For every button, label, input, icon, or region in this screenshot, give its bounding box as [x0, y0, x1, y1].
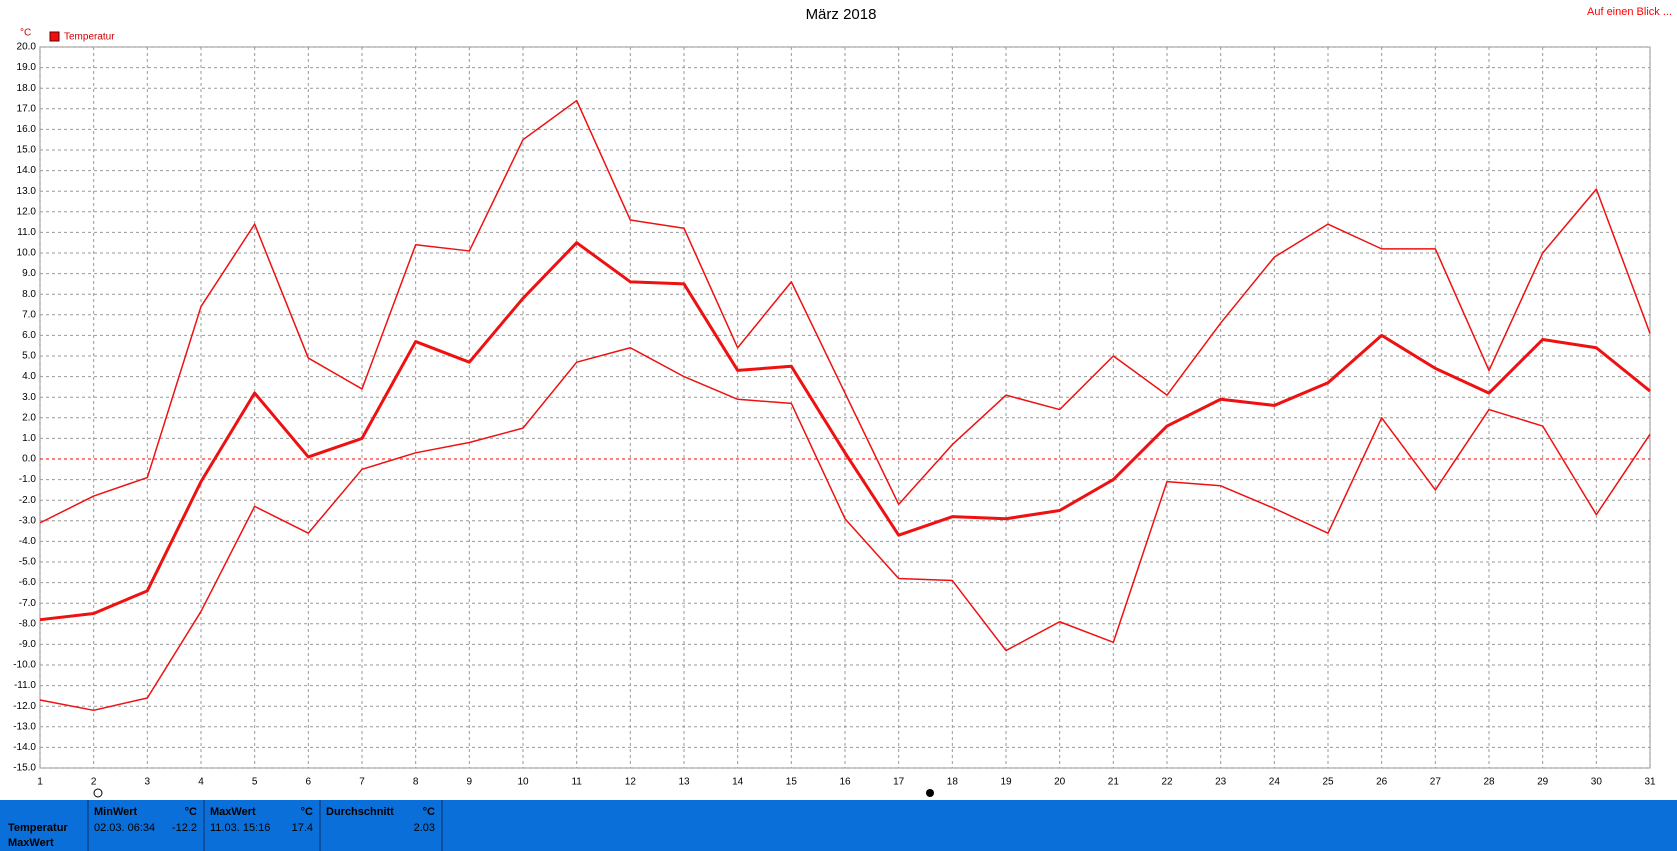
- x-tick-label: 8: [413, 777, 419, 788]
- stat-time: 11.03. 15:16: [210, 822, 271, 834]
- column-header: MinWert: [94, 806, 138, 818]
- chart: März 2018 Auf einen Blick ... °C 20.019.…: [13, 6, 1672, 798]
- y-tick-label: -14.0: [13, 742, 36, 753]
- y-tick-label: 20.0: [17, 42, 37, 53]
- x-tick-label: 7: [359, 777, 365, 788]
- x-tick-label: 27: [1430, 777, 1442, 788]
- y-tick-label: 5.0: [22, 351, 36, 362]
- y-tick-label: 7.0: [22, 309, 36, 320]
- column-unit: °C: [422, 806, 435, 818]
- y-tick-label: -9.0: [19, 639, 37, 650]
- column-unit: °C: [184, 806, 197, 818]
- y-tick-label: 6.0: [22, 330, 36, 341]
- y-tick-label: -6.0: [19, 577, 37, 588]
- column-unit: °C: [300, 806, 313, 818]
- y-tick-label: 0.0: [22, 454, 36, 465]
- x-tick-label: 3: [145, 777, 151, 788]
- x-tick-label: 9: [467, 777, 473, 788]
- row-label: MaxWert: [8, 837, 54, 849]
- stats-panel: Temperatur MaxWert MinWert °C 02.03. 06:34 -1…: [0, 800, 1677, 851]
- y-unit: °C: [20, 28, 31, 39]
- y-tick-label: 10.0: [17, 248, 37, 259]
- stats-column: MinWert °C 02.03. 06:34 -12.2: [89, 800, 205, 851]
- y-tick-label: 11.0: [17, 227, 36, 238]
- y-tick-label: 19.0: [17, 62, 37, 73]
- y-tick-label: 8.0: [22, 289, 36, 300]
- y-tick-label: 18.0: [17, 83, 37, 94]
- x-tick-label: 29: [1537, 777, 1549, 788]
- x-tick-label: 25: [1322, 777, 1334, 788]
- y-tick-label: 14.0: [17, 165, 37, 176]
- y-tick-label: -13.0: [13, 721, 36, 732]
- y-tick-label: 9.0: [22, 268, 36, 279]
- series-line: [39, 241, 1651, 622]
- y-tick-label: -7.0: [19, 598, 37, 609]
- y-tick-label: -10.0: [13, 660, 36, 671]
- row-labels: Temperatur MaxWert: [0, 800, 89, 851]
- y-tick-label: 15.0: [17, 145, 37, 156]
- x-tick-label: 31: [1644, 777, 1656, 788]
- x-tick-label: 18: [947, 777, 959, 788]
- y-tick-label: -11.0: [14, 680, 36, 691]
- legend-label: Temperatur: [64, 32, 115, 43]
- x-tick-label: 1: [37, 777, 43, 788]
- y-tick-label: -15.0: [13, 763, 36, 774]
- x-tick-label: 30: [1591, 777, 1603, 788]
- column-header: Durchschnitt: [326, 806, 394, 818]
- x-tick-label: 15: [786, 777, 798, 788]
- y-tick-label: -8.0: [19, 618, 37, 629]
- y-tick-label: 1.0: [22, 433, 36, 444]
- x-tick-label: 24: [1269, 777, 1281, 788]
- x-tick-label: 28: [1483, 777, 1495, 788]
- stat-value: -12.2: [171, 822, 197, 834]
- overview-link[interactable]: Auf einen Blick ...: [1587, 6, 1672, 18]
- x-tick-label: 10: [517, 777, 529, 788]
- stats-column: Durchschnitt °C 2.03: [321, 800, 443, 851]
- legend-swatch: [49, 31, 60, 42]
- x-tick-label: 13: [678, 777, 690, 788]
- chart-title: März 2018: [806, 6, 877, 23]
- marker-icon: [926, 789, 934, 797]
- y-tick-label: 16.0: [17, 124, 37, 135]
- column-header: MaxWert: [210, 806, 256, 818]
- y-tick-label: -5.0: [19, 557, 37, 568]
- series-line: [39, 347, 1651, 712]
- y-tick-label: -1.0: [19, 474, 37, 485]
- y-tick-label: 17.0: [17, 103, 37, 114]
- y-tick-label: -4.0: [19, 536, 37, 547]
- x-tick-label: 23: [1215, 777, 1227, 788]
- y-tick-label: 13.0: [17, 186, 37, 197]
- x-tick-label: 11: [571, 777, 582, 788]
- x-tick-label: 4: [198, 777, 204, 788]
- x-tick-label: 20: [1054, 777, 1066, 788]
- x-tick-label: 22: [1161, 777, 1173, 788]
- y-tick-label: -12.0: [13, 701, 36, 712]
- y-tick-label: 3.0: [22, 392, 36, 403]
- y-tick-label: 12.0: [17, 206, 37, 217]
- x-tick-label: 6: [306, 777, 312, 788]
- y-tick-label: -2.0: [19, 495, 37, 506]
- y-tick-label: -3.0: [19, 515, 37, 526]
- stats-column: MaxWert °C 11.03. 15:16 17.4: [205, 800, 321, 851]
- marker-icon: [93, 788, 103, 798]
- x-tick-label: 19: [1000, 777, 1012, 788]
- x-tick-label: 16: [839, 777, 851, 788]
- series-line: [39, 99, 1651, 524]
- x-tick-label: 2: [91, 777, 97, 788]
- x-tick-label: 5: [252, 777, 258, 788]
- x-tick-label: 21: [1108, 777, 1120, 788]
- row-label: Temperatur: [8, 822, 68, 834]
- stat-time: 02.03. 06:34: [94, 822, 156, 834]
- y-tick-label: 2.0: [22, 412, 36, 423]
- x-tick-label: 12: [625, 777, 637, 788]
- stat-value: 2.03: [413, 822, 435, 834]
- x-tick-label: 26: [1376, 777, 1388, 788]
- x-tick-label: 17: [893, 777, 905, 788]
- y-tick-label: 4.0: [22, 371, 36, 382]
- stat-value: 17.4: [291, 822, 313, 834]
- x-tick-label: 14: [732, 777, 744, 788]
